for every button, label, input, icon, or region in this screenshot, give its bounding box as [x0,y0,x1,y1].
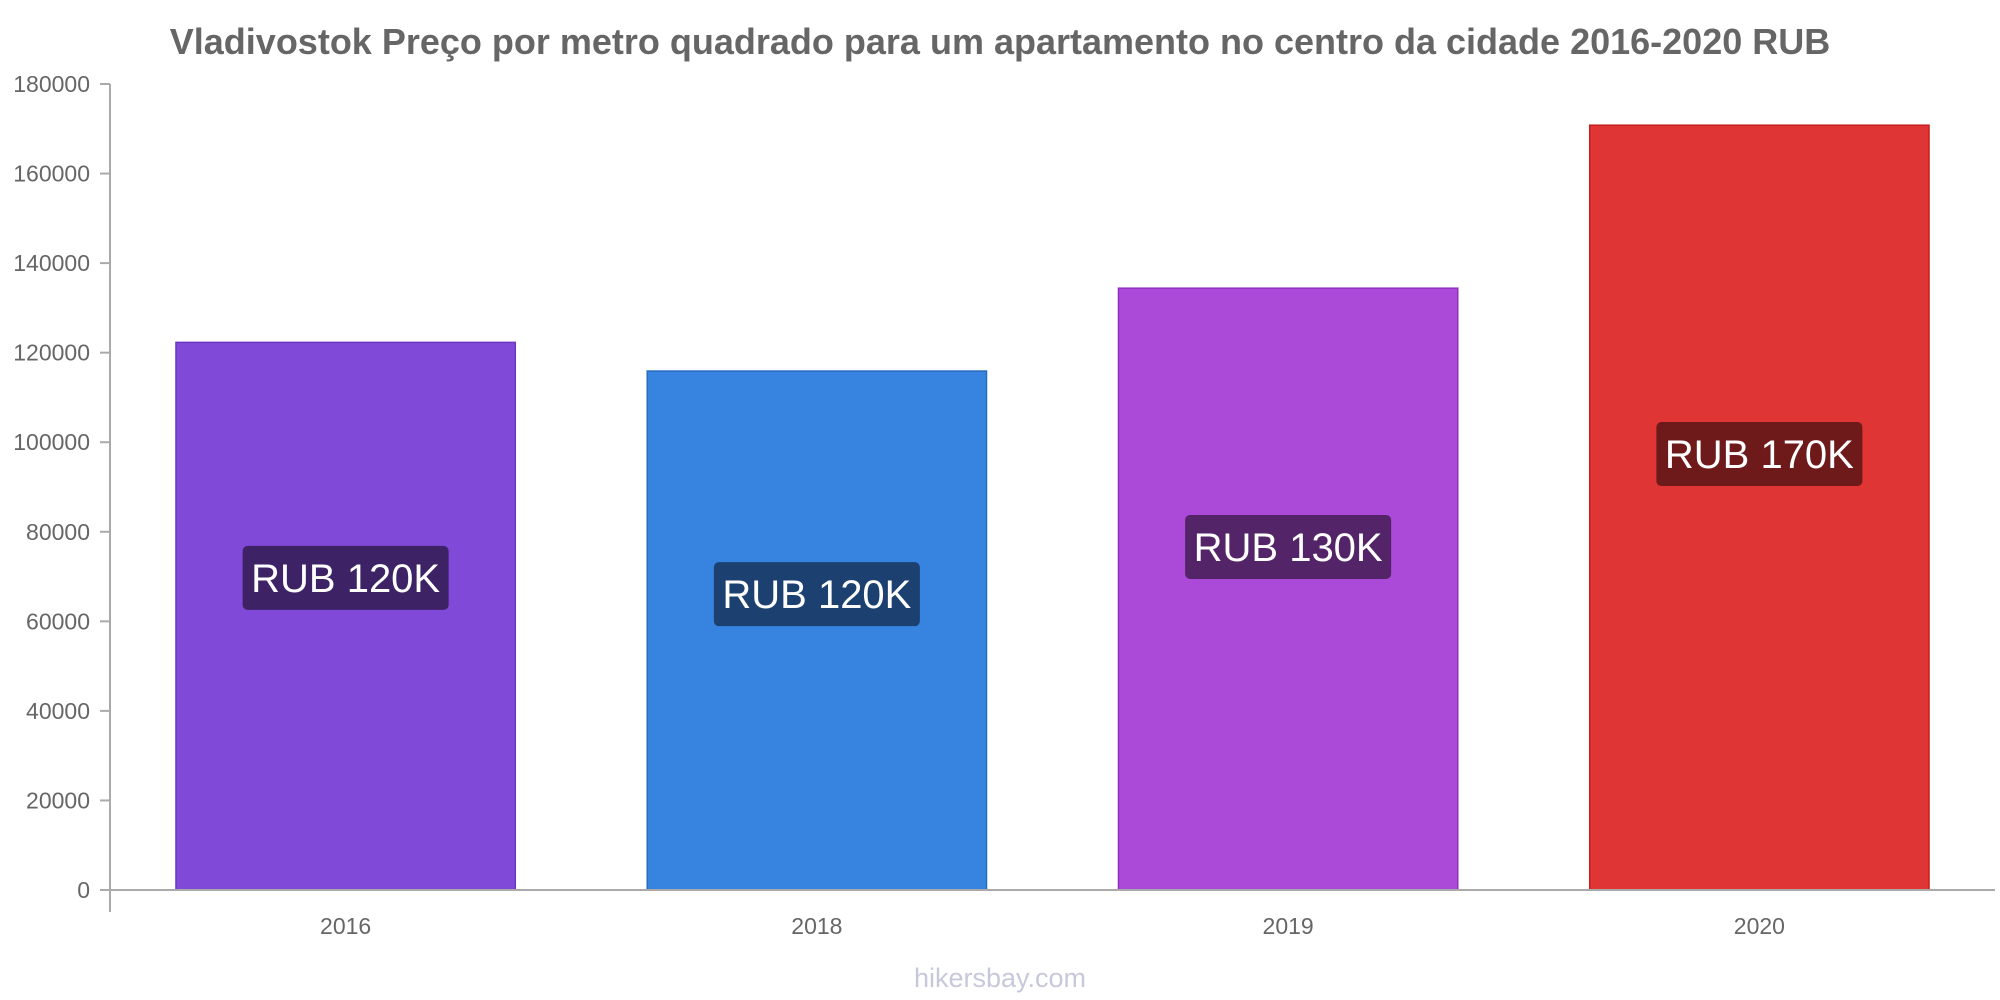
x-tick-label: 2016 [320,913,371,939]
y-axis-ticks: 0 20000 40000 60000 80000 100000 120000 140000 1… [13,71,110,903]
y-tick-label: 80000 [26,519,90,545]
value-label-box [242,545,449,610]
y-tick-label: 100000 [13,429,90,455]
value-label: RUB 120K [251,557,440,601]
watermark: hikersbay.com [914,963,1086,993]
chart-title: Vladivostok Preço por metro quadrado par… [170,21,1830,62]
y-tick-label: 160000 [13,161,90,187]
y-tick-label: 140000 [13,250,90,276]
bars-group [175,124,1930,891]
x-tick-label: 2018 [791,913,842,939]
y-tick-label: 60000 [26,608,90,634]
x-tick-label: 2019 [1263,913,1314,939]
y-tick-label: 120000 [13,340,90,366]
value-label: RUB 130K [1194,526,1383,570]
bar-2016 [175,341,517,891]
bar-2019 [1117,287,1459,891]
value-label-box [713,562,920,627]
y-tick-label: 40000 [26,698,90,724]
y-tick-label: 20000 [26,787,90,813]
x-axis-ticks: 2016 2018 2019 2020 [320,913,1785,939]
bar-2018 [646,370,988,891]
value-labels-group: RUB 120K RUB 120K RUB 130K RUB 170K [242,422,1863,627]
value-label: RUB 120K [722,573,911,617]
value-label-box [1185,514,1392,579]
value-label-box [1656,422,1863,487]
x-tick-label: 2020 [1734,913,1785,939]
y-tick-label: 180000 [13,71,90,97]
bar-2020 [1588,124,1930,891]
y-tick-label: 0 [77,877,90,903]
value-label: RUB 170K [1665,433,1854,477]
